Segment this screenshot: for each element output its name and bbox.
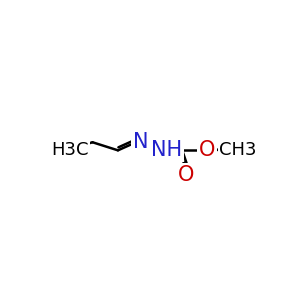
- Text: H3C: H3C: [51, 141, 88, 159]
- Text: NH: NH: [151, 140, 182, 160]
- Text: O: O: [199, 140, 215, 160]
- Text: O: O: [178, 165, 195, 184]
- Text: N: N: [133, 132, 148, 152]
- Text: CH3: CH3: [219, 141, 256, 159]
